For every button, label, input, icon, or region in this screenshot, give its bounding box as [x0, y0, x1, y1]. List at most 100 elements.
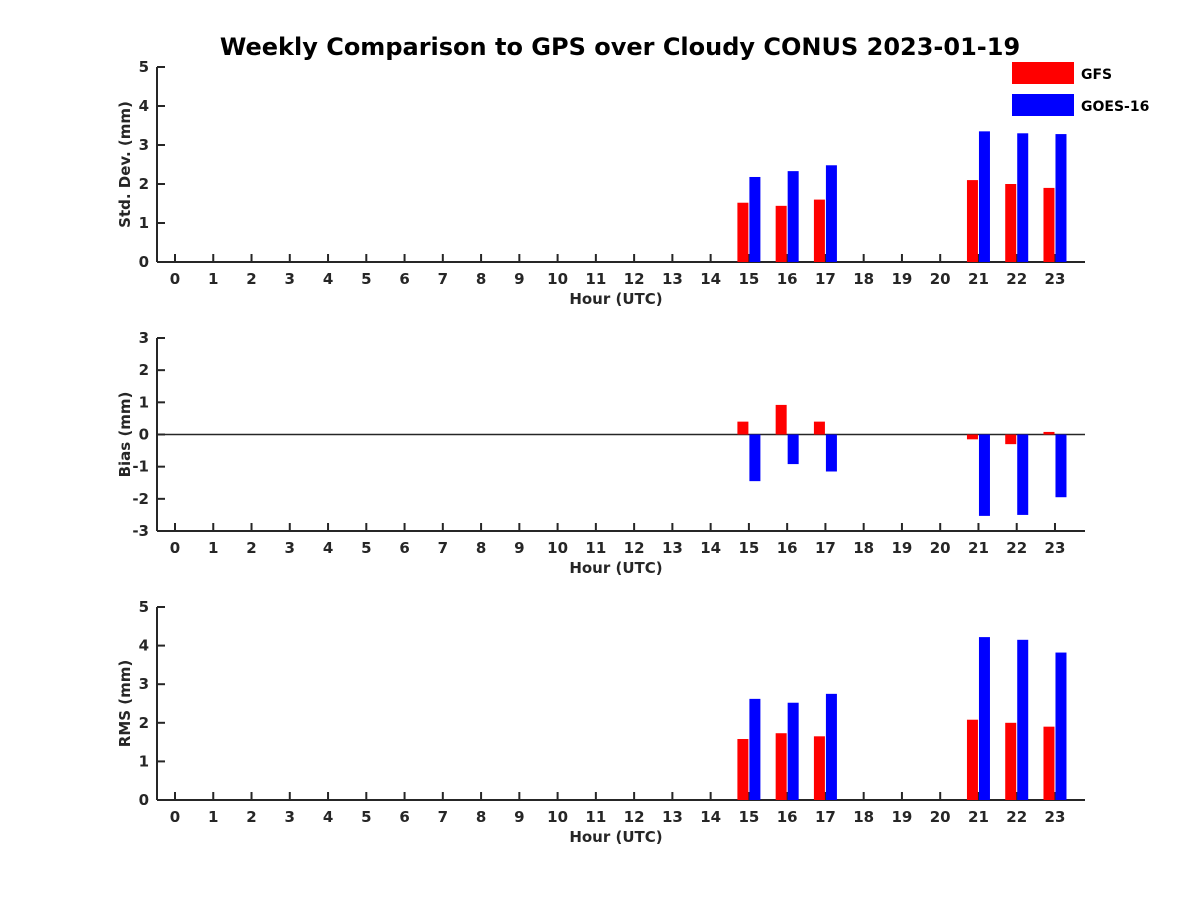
y-tick-label: 0	[139, 791, 149, 809]
x-tick-label: 12	[624, 808, 645, 826]
bar-gfs-15	[737, 739, 749, 800]
x-axis-label: Hour (UTC)	[569, 290, 662, 308]
y-axis-label: Bias (mm)	[116, 392, 134, 478]
bar-gfs-15	[737, 202, 749, 262]
x-tick-label: 23	[1045, 539, 1066, 557]
bar-goes-16-16	[787, 434, 799, 465]
x-tick-label: 5	[361, 808, 371, 826]
x-tick-label: 6	[399, 539, 409, 557]
legend-label-gfs: GFS	[1081, 67, 1112, 83]
bar-goes-16-16	[787, 702, 799, 800]
bar-goes-16-17	[825, 693, 837, 800]
bar-goes-16-23	[1055, 134, 1067, 262]
y-tick-label: 3	[139, 136, 149, 154]
x-tick-label: 8	[476, 808, 486, 826]
x-tick-label: 23	[1045, 808, 1066, 826]
x-tick-label: 7	[438, 808, 448, 826]
y-tick-label: -3	[132, 522, 149, 540]
x-tick-label: 19	[892, 539, 913, 557]
x-axis-label: Hour (UTC)	[569, 559, 662, 577]
bar-gfs-23	[1043, 726, 1055, 800]
x-tick-label: 4	[323, 539, 333, 557]
y-tick-label: 0	[139, 253, 149, 271]
x-tick-label: 0	[170, 808, 180, 826]
x-tick-label: 14	[700, 270, 721, 288]
bar-gfs-21	[966, 719, 978, 800]
x-tick-label: 8	[476, 539, 486, 557]
x-tick-label: 15	[738, 270, 759, 288]
x-tick-label: 23	[1045, 270, 1066, 288]
legend-swatch-goes-16	[1012, 94, 1074, 116]
x-tick-label: 1	[208, 808, 218, 826]
x-tick-label: 9	[514, 539, 524, 557]
x-tick-label: 10	[547, 539, 568, 557]
bar-gfs-22	[1005, 434, 1017, 445]
bar-gfs-15	[737, 421, 749, 435]
y-tick-label: 0	[139, 426, 149, 444]
x-tick-label: 16	[777, 270, 798, 288]
bar-gfs-17	[813, 421, 825, 435]
x-tick-label: 10	[547, 808, 568, 826]
y-tick-label: 2	[139, 175, 149, 193]
bar-gfs-16	[775, 733, 787, 800]
x-tick-label: 11	[585, 808, 606, 826]
x-tick-label: 13	[662, 808, 683, 826]
bar-gfs-17	[813, 199, 825, 262]
y-tick-label: 3	[139, 329, 149, 347]
bar-goes-16-23	[1055, 652, 1067, 800]
x-tick-label: 18	[853, 539, 874, 557]
x-tick-label: 20	[930, 539, 951, 557]
x-tick-label: 14	[700, 539, 721, 557]
x-tick-label: 2	[246, 270, 256, 288]
bar-goes-16-15	[749, 434, 761, 482]
x-tick-label: 1	[208, 539, 218, 557]
x-tick-label: 3	[285, 808, 295, 826]
bar-goes-16-15	[749, 176, 761, 262]
bar-gfs-23	[1043, 187, 1055, 262]
x-tick-label: 6	[399, 270, 409, 288]
y-tick-label: -1	[132, 458, 149, 476]
x-tick-label: 9	[514, 808, 524, 826]
x-tick-label: 15	[738, 808, 759, 826]
x-tick-label: 6	[399, 808, 409, 826]
x-tick-label: 22	[1006, 539, 1027, 557]
legend: GFS GOES-16	[1012, 62, 1149, 116]
x-tick-label: 19	[892, 808, 913, 826]
chart-title: Weekly Comparison to GPS over Cloudy CON…	[220, 33, 1020, 61]
x-tick-label: 19	[892, 270, 913, 288]
x-tick-label: 16	[777, 808, 798, 826]
bar-goes-16-16	[787, 171, 799, 262]
y-axis-label: RMS (mm)	[116, 660, 134, 747]
x-tick-label: 22	[1006, 808, 1027, 826]
bar-goes-16-21	[978, 434, 990, 516]
y-tick-label: 1	[139, 393, 149, 411]
bar-goes-16-22	[1017, 434, 1029, 515]
y-axis-label: Std. Dev. (mm)	[116, 101, 134, 228]
x-axis-label: Hour (UTC)	[569, 828, 662, 846]
bar-goes-16-21	[978, 637, 990, 800]
x-tick-label: 2	[246, 808, 256, 826]
bar-gfs-22	[1005, 722, 1017, 800]
x-tick-label: 16	[777, 539, 798, 557]
x-tick-label: 4	[323, 808, 333, 826]
x-tick-label: 1	[208, 270, 218, 288]
y-tick-label: 3	[139, 675, 149, 693]
y-tick-label: -2	[132, 490, 149, 508]
y-tick-label: 2	[139, 361, 149, 379]
x-tick-label: 21	[968, 539, 989, 557]
x-tick-label: 21	[968, 270, 989, 288]
bar-gfs-21	[966, 434, 978, 440]
legend-label-goes-16: GOES-16	[1081, 99, 1149, 115]
x-tick-label: 10	[547, 270, 568, 288]
x-tick-label: 11	[585, 270, 606, 288]
y-tick-label: 1	[139, 752, 149, 770]
x-tick-label: 15	[738, 539, 759, 557]
y-tick-label: 4	[139, 97, 149, 115]
x-tick-label: 11	[585, 539, 606, 557]
legend-swatch-gfs	[1012, 62, 1074, 84]
